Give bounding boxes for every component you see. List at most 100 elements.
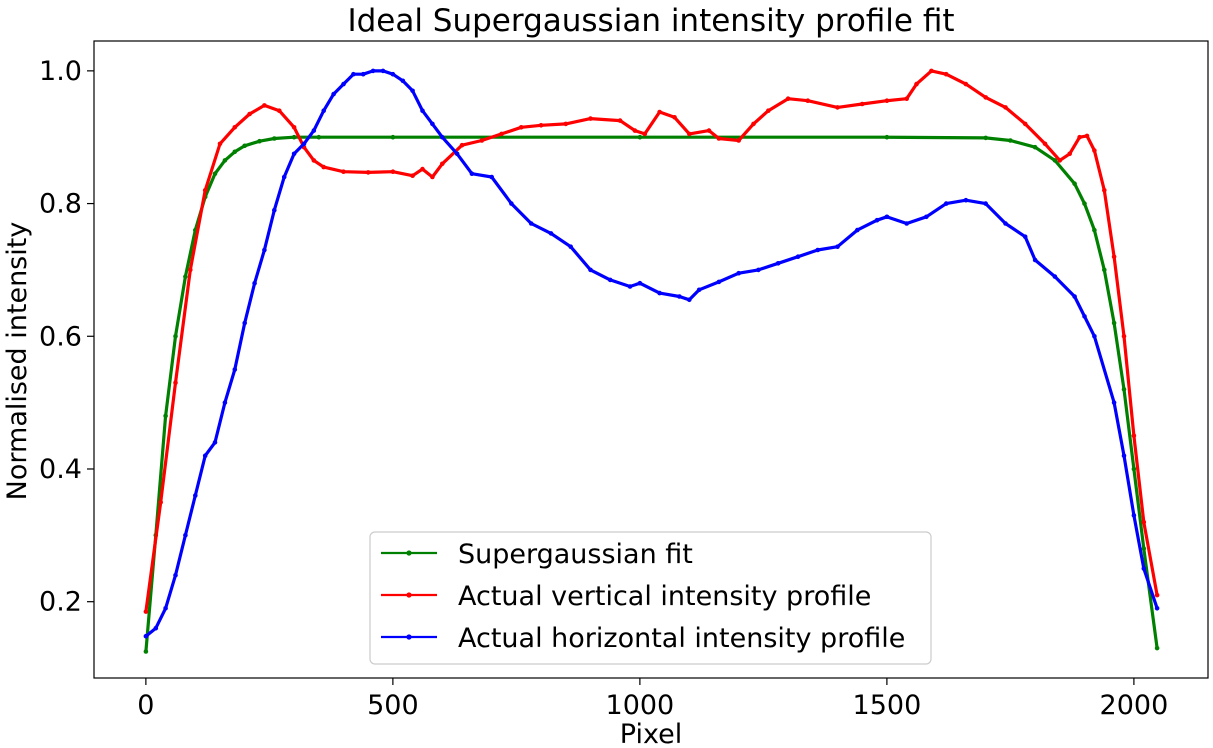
- data-point: [1022, 234, 1028, 239]
- legend-entry-supergaussian-fit: Supergaussian fit: [381, 539, 693, 570]
- data-point: [657, 109, 662, 115]
- data-point: [202, 453, 208, 459]
- data-point: [519, 125, 524, 130]
- data-point: [232, 367, 238, 372]
- data-point: [202, 188, 208, 193]
- data-point: [193, 493, 198, 498]
- data-point: [687, 131, 692, 137]
- y-tick-label: 0.4: [39, 454, 82, 485]
- data-point: [672, 115, 677, 120]
- series-layer: [143, 68, 1160, 654]
- data-point: [716, 136, 722, 141]
- data-point: [1082, 201, 1087, 206]
- plot-area-frame: [93, 40, 1209, 679]
- data-point: [1154, 606, 1160, 611]
- data-point: [331, 91, 336, 97]
- data-point: [1141, 566, 1147, 571]
- data-point: [509, 201, 514, 206]
- data-point: [1154, 645, 1160, 651]
- legend-entry-vertical-profile: Actual vertical intensity profile: [381, 581, 871, 612]
- data-point: [588, 116, 593, 121]
- data-point: [163, 606, 168, 611]
- data-point: [1003, 221, 1008, 226]
- x-tick-label: 500: [367, 690, 419, 721]
- data-point: [1131, 433, 1137, 439]
- data-point: [1072, 181, 1077, 186]
- x-tick-label: 1000: [606, 690, 675, 721]
- data-point: [173, 572, 178, 578]
- data-point: [489, 174, 495, 180]
- data-point: [1032, 144, 1038, 150]
- data-point: [1121, 387, 1127, 392]
- data-point: [311, 158, 317, 163]
- data-point: [232, 125, 238, 130]
- data-point: [281, 174, 287, 180]
- data-point: [183, 533, 188, 538]
- data-point: [637, 280, 643, 286]
- data-point: [341, 81, 346, 87]
- data-point: [657, 290, 662, 296]
- chart-title: Ideal Supergaussian intensity profile fi…: [347, 3, 954, 39]
- data-point: [360, 71, 366, 77]
- data-point: [617, 118, 623, 123]
- y-tick-label: 1.0: [39, 56, 82, 87]
- data-point: [1121, 334, 1127, 339]
- data-point: [316, 134, 322, 140]
- data-point: [924, 214, 929, 220]
- data-point: [756, 267, 761, 273]
- data-point: [563, 121, 569, 127]
- y-tick-label: 0.2: [39, 587, 82, 618]
- y-tick-label: 0.6: [39, 321, 82, 352]
- data-point: [914, 81, 919, 87]
- legend-marker-vertical-profile: [406, 592, 412, 598]
- data-point: [983, 95, 988, 100]
- data-point: [1057, 158, 1063, 163]
- data-point: [1052, 274, 1058, 279]
- data-point: [1008, 138, 1013, 143]
- data-point: [805, 98, 811, 103]
- data-point: [158, 499, 163, 505]
- data-point: [1077, 134, 1082, 140]
- data-point: [983, 135, 988, 141]
- data-point: [321, 164, 327, 170]
- data-point: [963, 197, 969, 203]
- data-point: [440, 134, 445, 140]
- data-point: [420, 108, 425, 113]
- data-point: [410, 173, 415, 178]
- data-point: [1092, 334, 1097, 339]
- data-point: [163, 413, 168, 419]
- data-point: [277, 108, 282, 113]
- data-point: [751, 121, 756, 127]
- data-point: [153, 625, 159, 631]
- legend-label-horizontal-profile: Actual horizontal intensity profile: [458, 623, 905, 654]
- legend-marker-supergaussian-fit: [406, 550, 412, 556]
- legend-label-supergaussian-fit: Supergaussian fit: [458, 539, 693, 570]
- data-point: [173, 334, 178, 339]
- data-point: [479, 138, 485, 143]
- data-point: [874, 217, 880, 223]
- data-point: [459, 142, 465, 148]
- data-point: [1102, 188, 1107, 193]
- data-point: [642, 131, 648, 137]
- data-point: [1067, 151, 1072, 157]
- data-point: [232, 149, 238, 155]
- data-point: [687, 297, 692, 303]
- x-tick-label: 1500: [853, 690, 922, 721]
- data-point: [242, 320, 247, 326]
- data-point: [291, 134, 297, 140]
- data-point: [1092, 227, 1097, 233]
- data-point: [173, 380, 178, 386]
- data-point: [607, 277, 613, 283]
- data-point: [321, 108, 327, 113]
- data-point: [1111, 254, 1117, 259]
- data-point: [143, 609, 149, 614]
- data-point: [341, 169, 346, 174]
- data-point: [943, 71, 949, 77]
- data-point: [410, 88, 415, 94]
- data-point: [311, 128, 317, 133]
- data-point: [929, 68, 934, 74]
- data-point: [706, 128, 712, 133]
- data-point: [454, 151, 460, 157]
- data-point: [217, 141, 223, 147]
